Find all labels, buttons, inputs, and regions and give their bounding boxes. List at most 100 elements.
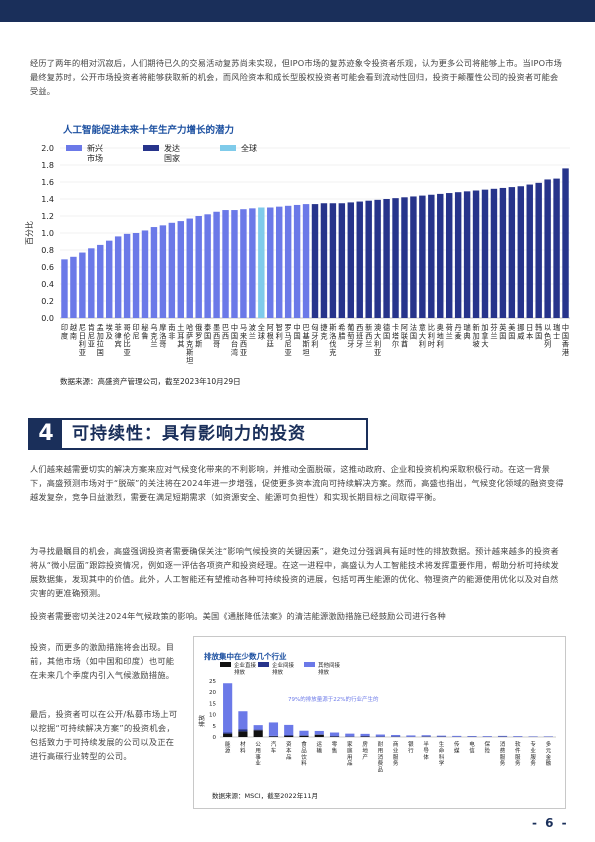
x-tick-label: 新加坡 [472, 323, 479, 349]
x-tick-label: 银行 [408, 740, 414, 754]
y-tick-label: 0.2 [41, 297, 54, 306]
x-tick-label: 零售 [332, 741, 338, 754]
bar-39 [401, 197, 408, 318]
bar-segment-5 [284, 724, 294, 735]
bar-21 [240, 209, 247, 318]
bar-12 [159, 225, 167, 318]
paragraph-2: 人们越来越需要切实的解决方案来应对气候变化带来的不利影响，并推动全面脱碳，这推动… [30, 464, 564, 502]
x-tick-label: 俄罗斯 [195, 323, 202, 349]
bar-segment-5 [284, 735, 294, 737]
legend-label: 全球 [241, 143, 257, 153]
legend-label: 排放 [272, 668, 284, 676]
x-tick-label: 公用事业 [255, 742, 261, 767]
x-tick-label: 材料 [240, 740, 246, 754]
bar-7 [114, 236, 122, 318]
paragraph-3: 为寻找最瞩目的机会，高盛强调投资者需要确保关注“影响气候投资的关键因素”，避免过… [30, 546, 559, 598]
bar-57 [562, 168, 569, 318]
bar-6 [105, 240, 113, 318]
bar-2 [70, 256, 77, 318]
y-tick-label: 5 [213, 724, 217, 730]
x-tick-label: 汽车 [271, 740, 277, 754]
x-tick-label: 越南 [70, 323, 77, 340]
x-tick-label: 哈萨克斯坦 [186, 323, 193, 365]
bar-43 [437, 193, 444, 318]
x-tick-label: 罗马尼亚 [285, 323, 292, 357]
y-tick-label: 15 [209, 701, 216, 707]
bar-41 [419, 195, 426, 318]
x-tick-label: 消费服务 [500, 740, 506, 767]
x-tick-label: 巴基斯坦 [302, 323, 309, 357]
bar-segment-1 [223, 733, 233, 737]
y-tick-label: 1.4 [41, 195, 54, 204]
legend-swatch [66, 145, 82, 151]
bar-5 [97, 244, 104, 318]
x-tick-label: 保险 [485, 740, 491, 754]
x-tick-label: 马来西亚 [240, 323, 247, 357]
y-tick-label: 1.8 [41, 161, 54, 170]
legend-swatch [143, 145, 159, 151]
x-tick-label: 乌克兰 [150, 323, 157, 349]
x-tick-label: 卡塔尔 [392, 323, 399, 349]
bar-29 [311, 204, 319, 318]
bar-9 [132, 233, 140, 318]
bar-56 [553, 178, 560, 318]
bar-segment-16 [452, 735, 462, 737]
bar-8 [123, 233, 131, 318]
emissions-chart: 0510152025排放企业直接排放企业间接排放其他间接排放79%的排放量源于2… [198, 661, 556, 774]
bar-33 [347, 202, 355, 318]
x-tick-label: 芬兰 [490, 323, 497, 340]
bar-segment-1 [223, 683, 233, 733]
y-tick-label: 0.8 [41, 246, 54, 255]
bar-segment-13 [406, 735, 416, 737]
y-tick-label: 1.0 [41, 229, 54, 238]
x-tick-label: 埃及 [106, 323, 113, 340]
bar-24 [267, 207, 274, 318]
y-tick-label: 0.6 [41, 263, 54, 272]
bar-segment-6 [299, 730, 309, 736]
emissions-chart-box: 排放集中在少数几个行业 0 5 10 15 20 25 排放 企业直接 排放 企业间接 排放 其他间接… [193, 636, 566, 809]
bar-30 [320, 203, 328, 318]
bar-15 [186, 218, 193, 318]
bar-segment-14 [421, 735, 431, 737]
y-tick-label: 0.4 [41, 280, 54, 289]
x-tick-label: 阿联酋 [401, 323, 408, 349]
bar-segment-5 [284, 734, 294, 736]
x-tick-label: 瑞典 [464, 323, 471, 340]
x-tick-label: 瑞士 [553, 323, 560, 340]
x-tick-label: 食品饮料 [301, 740, 307, 767]
section-number: 4 [30, 420, 62, 448]
bar-37 [383, 199, 390, 318]
x-tick-label: 传媒 [454, 740, 460, 754]
x-tick-label: 捷克 [320, 323, 327, 340]
x-tick-label: 运输 [317, 740, 323, 754]
x-tick-label: 挪威 [517, 323, 524, 340]
intro-paragraph: 经历了两年的相对沉寂后，人们期待已久的交易活动复苏尚未实现，但IPO市场的复苏迹… [30, 58, 563, 96]
x-tick-label: 尼日利亚 [79, 323, 86, 357]
x-tick-label: 秘鲁 [141, 323, 148, 340]
bar-38 [392, 198, 399, 318]
x-tick-label: 德国 [383, 323, 390, 340]
bar-31 [329, 203, 337, 318]
bar-11 [150, 227, 158, 318]
legend-label: 排放 [318, 668, 330, 676]
bar-segment-8 [329, 732, 340, 737]
x-tick-label: 日本 [526, 323, 533, 340]
y-axis-label: 排放 [198, 715, 206, 727]
bar-36 [374, 199, 381, 318]
bar-17 [204, 214, 211, 318]
productivity-chart: 0.0 0.2 0.4 0.6 0.8 1.0 1.2 1.4 1.6 1.8 2.0 百分比印度越南… [24, 143, 570, 365]
bar-42 [428, 194, 435, 318]
x-tick-label: 加拿大 [481, 323, 488, 349]
legend-swatch [258, 662, 269, 667]
y-tick-label: 20 [209, 690, 216, 696]
bar-segment-12 [391, 734, 401, 737]
legend-label: 其他间接 [318, 661, 341, 669]
y-tick-label: 2.0 [41, 144, 54, 153]
bar-segment-19 [497, 735, 508, 737]
chart1-title: 人工智能促进未来十年生产力增长的潜力 [63, 125, 235, 136]
x-tick-label: 以色列 [544, 323, 551, 349]
y-tick-label: 0.0 [41, 314, 54, 323]
y-tick-label: 1.2 [41, 212, 54, 221]
x-tick-label: 意大利 [419, 323, 426, 349]
bar-segment-2 [238, 729, 248, 732]
